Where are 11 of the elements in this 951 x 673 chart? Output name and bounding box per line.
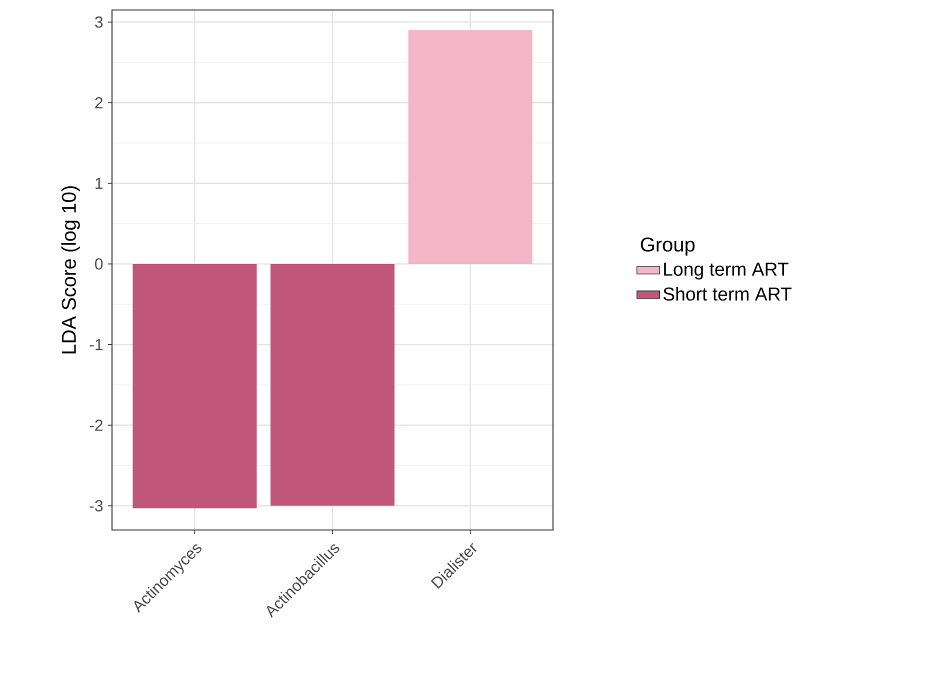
y-tick-label: -1	[90, 339, 103, 350]
y-axis-title: LDA Score (log 10)	[61, 186, 80, 354]
y-tick-label: 3	[95, 16, 103, 28]
y-tick-label: 0	[95, 258, 103, 270]
legend-title: Group	[640, 237, 695, 256]
y-tick-label: 2	[95, 97, 102, 108]
y-tick-label: -3	[90, 500, 103, 512]
legend-label: Short term ART	[663, 286, 792, 301]
legend-label: Long term ART	[664, 262, 788, 280]
y-tick-label: -2	[90, 420, 102, 431]
y-tick-label: 1	[96, 178, 103, 189]
